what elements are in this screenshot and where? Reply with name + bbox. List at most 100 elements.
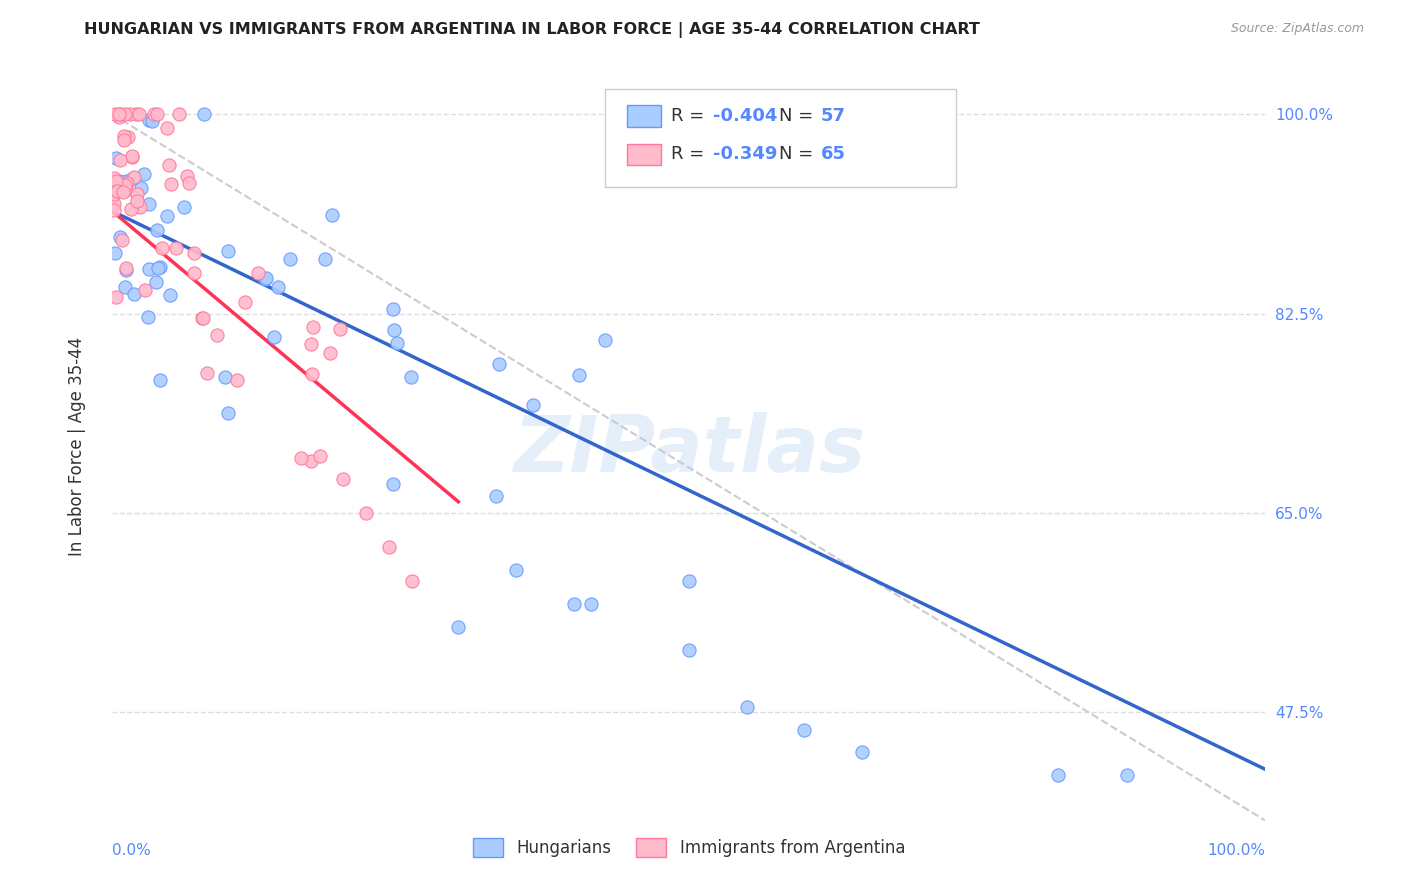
Point <box>183 245 205 260</box>
Point <box>146 223 169 237</box>
Point <box>114 279 136 293</box>
Point <box>382 323 405 337</box>
Point <box>141 114 163 128</box>
Point <box>111 234 134 248</box>
Point <box>112 185 135 199</box>
Point <box>299 336 322 351</box>
Point <box>314 252 336 266</box>
Point <box>125 194 148 208</box>
Point <box>401 574 423 589</box>
Point <box>155 209 177 223</box>
Point <box>115 183 138 197</box>
Point <box>104 107 127 121</box>
Point <box>735 699 758 714</box>
Point <box>114 263 136 277</box>
Point <box>108 173 131 187</box>
Point <box>112 128 135 143</box>
Point <box>301 320 323 334</box>
Point <box>290 451 312 466</box>
Point <box>132 167 155 181</box>
Point <box>381 302 404 317</box>
Point <box>447 620 470 634</box>
Point <box>103 186 125 201</box>
Point <box>678 642 700 657</box>
Point <box>381 477 404 491</box>
Point <box>190 310 212 325</box>
Point <box>136 310 159 325</box>
Point <box>131 181 153 195</box>
Point <box>278 252 301 266</box>
Point <box>128 107 150 121</box>
Point <box>121 150 143 164</box>
Point <box>233 295 256 310</box>
Point <box>156 121 179 136</box>
Point <box>225 373 247 387</box>
Point <box>263 330 285 344</box>
Point <box>110 183 132 197</box>
Point <box>112 133 135 147</box>
Point <box>157 158 180 172</box>
Point <box>117 129 139 144</box>
Point <box>309 449 332 463</box>
Text: In Labor Force | Age 35-44: In Labor Force | Age 35-44 <box>69 336 86 556</box>
Point <box>205 328 228 343</box>
Point <box>193 107 215 121</box>
Text: 100.0%: 100.0% <box>1208 844 1265 858</box>
Point <box>105 151 128 165</box>
Point <box>217 405 239 419</box>
Text: 57: 57 <box>821 107 846 125</box>
Point <box>103 203 125 218</box>
Point <box>108 107 131 121</box>
Point <box>146 107 169 121</box>
Point <box>138 197 160 211</box>
Point <box>118 107 141 121</box>
Text: -0.404: -0.404 <box>713 107 778 125</box>
Point <box>124 169 146 184</box>
Point <box>138 113 160 128</box>
Point <box>114 178 136 192</box>
Text: 0.0%: 0.0% <box>112 844 152 858</box>
Point <box>105 174 128 188</box>
Point <box>197 366 219 380</box>
Point <box>114 107 136 121</box>
Point <box>321 208 343 222</box>
Point <box>567 368 589 383</box>
Point <box>177 176 200 190</box>
Point <box>299 454 322 468</box>
Point <box>167 107 190 121</box>
Point <box>160 177 183 191</box>
Point <box>138 262 160 277</box>
Point <box>217 244 239 259</box>
Point <box>149 373 172 387</box>
Point <box>124 287 146 301</box>
Point <box>103 197 125 211</box>
Point <box>121 149 143 163</box>
Point <box>193 311 215 326</box>
Point <box>143 107 166 121</box>
Point <box>110 107 132 121</box>
Point <box>117 176 139 190</box>
Text: HUNGARIAN VS IMMIGRANTS FROM ARGENTINA IN LABOR FORCE | AGE 35-44 CORRELATION CH: HUNGARIAN VS IMMIGRANTS FROM ARGENTINA I… <box>84 22 980 38</box>
Point <box>254 272 277 286</box>
Point <box>125 186 148 201</box>
Point <box>114 178 136 192</box>
Point <box>254 271 277 285</box>
Text: 65: 65 <box>821 145 846 163</box>
Point <box>247 266 270 280</box>
Point <box>159 288 181 302</box>
Point <box>319 345 342 359</box>
Legend: Hungarians, Immigrants from Argentina: Hungarians, Immigrants from Argentina <box>467 831 911 864</box>
Point <box>485 489 508 503</box>
Point <box>105 184 128 198</box>
Point <box>173 200 195 214</box>
Point <box>121 171 143 186</box>
Point <box>505 563 527 577</box>
Point <box>562 597 585 611</box>
Point <box>385 335 408 350</box>
Point <box>579 597 602 611</box>
Point <box>108 153 131 167</box>
Point <box>1116 768 1139 782</box>
Text: N =: N = <box>779 107 818 125</box>
Point <box>145 275 167 289</box>
Point <box>354 506 377 520</box>
